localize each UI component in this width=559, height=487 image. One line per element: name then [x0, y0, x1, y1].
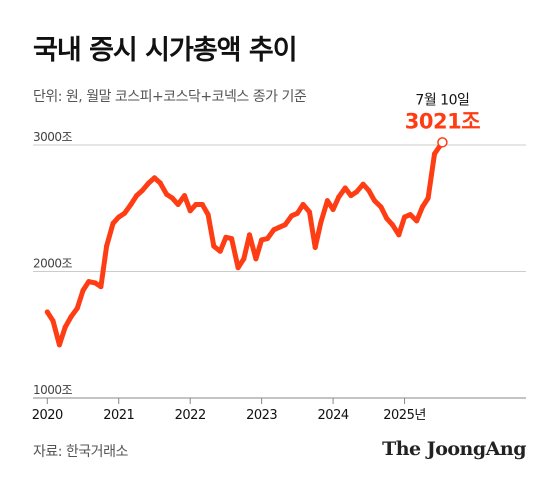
- data-point: [134, 193, 140, 199]
- data-point: [360, 181, 366, 187]
- data-points: [44, 139, 445, 348]
- data-point: [330, 207, 336, 213]
- data-point: [246, 232, 252, 238]
- data-point: [187, 208, 193, 214]
- data-point: [116, 214, 122, 220]
- data-point: [151, 175, 157, 181]
- chart-title: 국내 증시 시가총액 추이: [33, 35, 298, 66]
- data-point: [62, 324, 68, 330]
- data-point: [342, 185, 348, 191]
- data-point: [241, 256, 247, 262]
- data-point: [68, 314, 74, 320]
- annotation-date-label: 7월 10일: [415, 92, 469, 108]
- data-point: [402, 214, 408, 220]
- data-point: [324, 198, 330, 204]
- data-point: [389, 222, 395, 228]
- data-point: [235, 265, 241, 271]
- data-point: [169, 195, 175, 201]
- data-point: [282, 222, 288, 228]
- x-tick-label: 2024: [318, 408, 349, 423]
- data-point: [366, 188, 372, 194]
- source-note: 자료: 한국거래소: [33, 444, 128, 460]
- data-point: [56, 342, 62, 348]
- data-point: [294, 210, 300, 216]
- data-point: [253, 256, 259, 262]
- data-point: [354, 189, 360, 195]
- latest-value-marker: [437, 137, 448, 148]
- x-tick-label: 2021: [103, 408, 134, 423]
- data-point: [98, 284, 104, 290]
- data-point: [211, 243, 217, 249]
- data-point: [414, 218, 420, 224]
- data-point: [104, 243, 110, 249]
- data-point: [289, 213, 295, 219]
- data-point: [348, 193, 354, 199]
- x-axis-ticks: 2020 2021 2022 2023 2024 2025년: [32, 398, 426, 423]
- data-point: [336, 194, 342, 200]
- data-point: [80, 287, 86, 293]
- publisher-logo: The JoongAng: [382, 438, 526, 460]
- data-point: [396, 232, 402, 238]
- data-point: [432, 151, 438, 157]
- data-point: [229, 236, 235, 242]
- data-point: [259, 237, 265, 243]
- data-point: [223, 234, 229, 240]
- data-point: [419, 204, 425, 210]
- data-point: [277, 224, 282, 230]
- y-tick-label: 1000조: [33, 383, 73, 397]
- data-point: [318, 219, 324, 225]
- data-point: [110, 220, 116, 226]
- data-point: [378, 204, 384, 210]
- market-cap-series-line: [44, 139, 445, 348]
- data-point: [199, 201, 205, 207]
- data-point: [146, 180, 152, 186]
- data-point: [50, 318, 56, 324]
- x-tick-label: 2022: [175, 408, 206, 423]
- data-point: [425, 195, 431, 201]
- x-tick-label: 2020: [32, 408, 63, 423]
- y-tick-label: 3000조: [33, 130, 73, 144]
- y-tick-label: 2000조: [33, 257, 73, 271]
- data-point: [139, 188, 145, 194]
- data-point: [181, 193, 187, 199]
- data-point: [74, 305, 80, 311]
- data-point: [217, 248, 223, 254]
- data-point: [205, 212, 211, 218]
- x-tick-label: 2023: [246, 408, 277, 423]
- chart-subtitle: 단위: 원, 월말 코스피+코스닥+코넥스 종가 기준: [33, 89, 307, 105]
- data-point: [271, 227, 277, 233]
- data-point: [164, 191, 170, 197]
- data-point: [157, 180, 163, 186]
- data-point: [86, 279, 92, 285]
- data-point: [92, 280, 98, 286]
- data-point: [312, 244, 318, 250]
- data-point: [175, 201, 181, 207]
- data-point: [407, 212, 413, 218]
- data-point: [128, 201, 134, 207]
- data-point: [193, 201, 199, 207]
- data-point: [307, 209, 313, 215]
- y-axis-ticks: 1000조 2000조 3000조: [33, 130, 73, 397]
- data-point: [372, 198, 378, 204]
- data-point: [121, 210, 127, 216]
- data-point: [384, 215, 390, 221]
- data-point: [44, 309, 50, 315]
- data-point: [300, 201, 306, 207]
- annotation-value-label: 3021조: [405, 109, 480, 133]
- x-tick-label: 2025년: [383, 408, 426, 423]
- data-point: [264, 236, 270, 242]
